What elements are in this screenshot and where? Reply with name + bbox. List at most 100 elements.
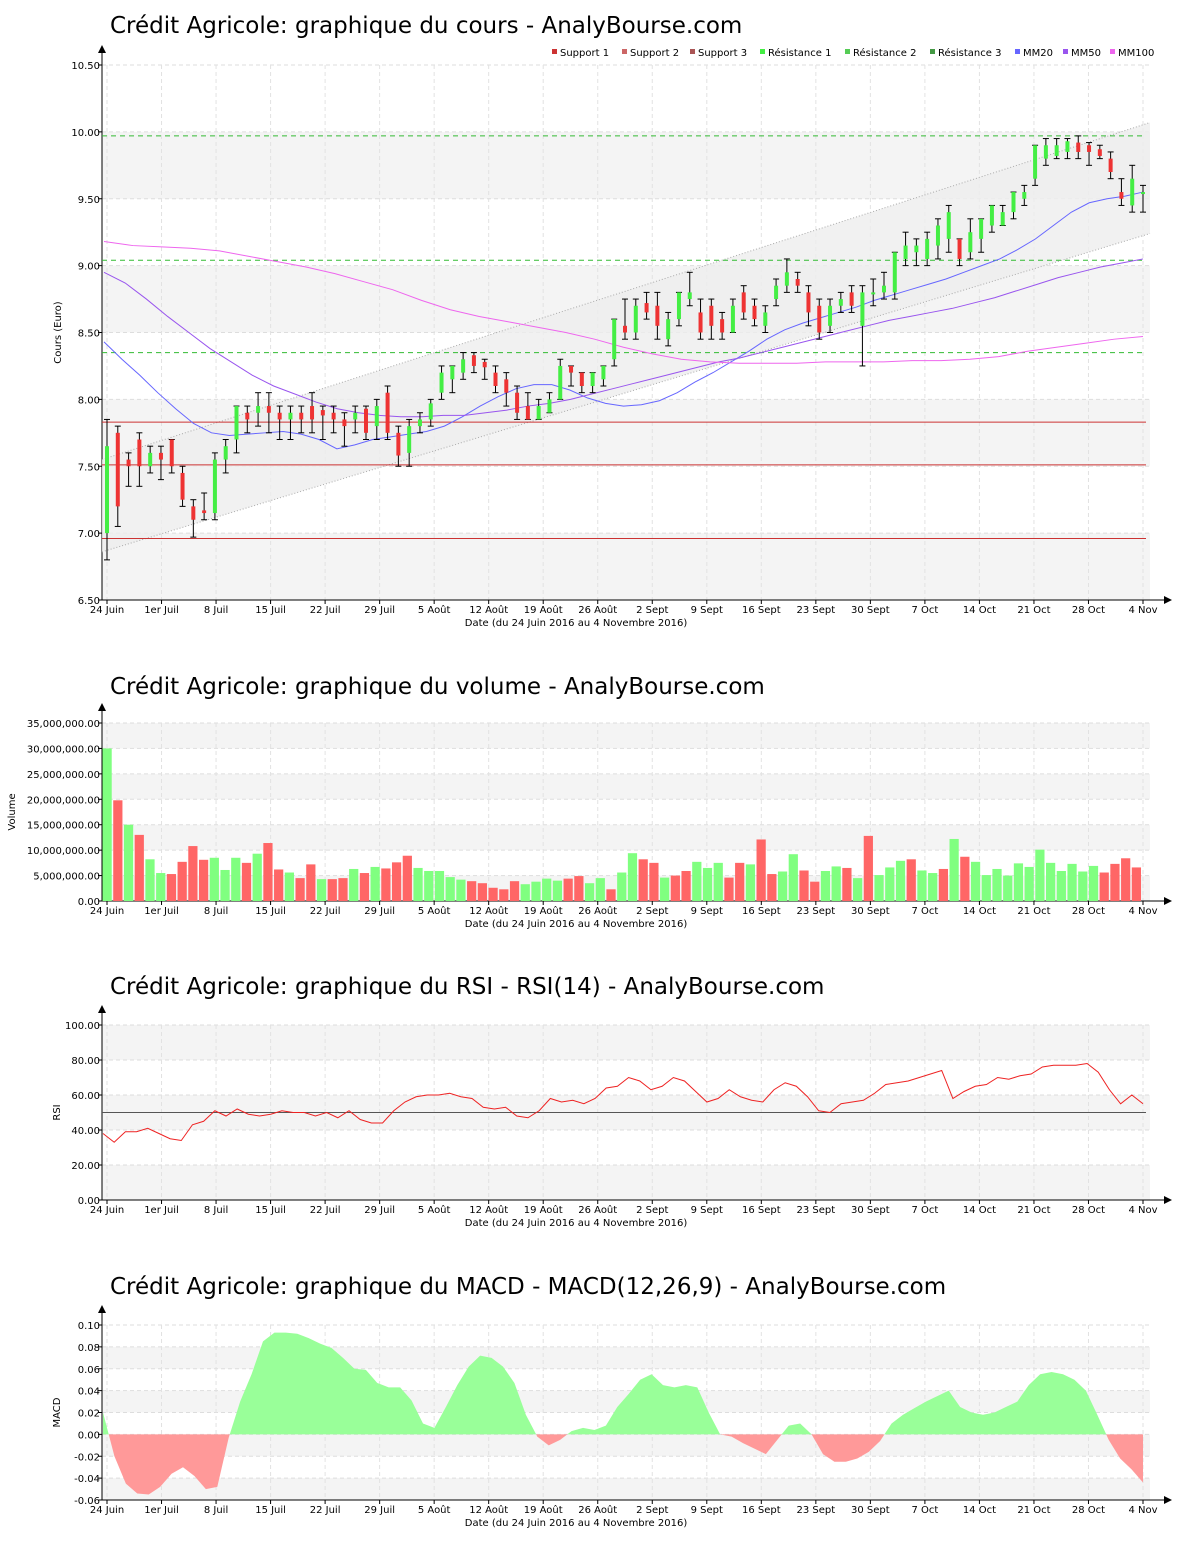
legend-swatch (1015, 49, 1020, 54)
y-axis-label: Cours (Euro) (53, 301, 64, 364)
macd-area-negative (1106, 1434, 1143, 1483)
x-tick-label: 4 Nov (1128, 1205, 1157, 1216)
volume-bar (745, 864, 756, 901)
volume-bar (1131, 867, 1141, 901)
candle-body (137, 439, 142, 467)
volume-bar (520, 884, 530, 901)
candle-body (105, 446, 109, 534)
candle-body (417, 419, 422, 427)
volume-bar (938, 868, 949, 901)
x-tick-label: 26 Août (578, 905, 617, 917)
volume-bar (552, 880, 563, 901)
x-tick-label: 7 Oct (911, 1505, 938, 1516)
x-tick-label: 23 Sept (797, 605, 836, 616)
volume-bar (102, 748, 112, 901)
y-tick-label: 0.06 (78, 1365, 100, 1376)
grid-band (102, 1478, 1150, 1500)
candle-body (202, 510, 207, 514)
candle-body (892, 252, 897, 293)
y-tick-label: 0.02 (78, 1409, 100, 1420)
volume-bar (1110, 863, 1120, 901)
volume-bar (970, 861, 981, 901)
candle-body (288, 412, 293, 420)
rsi-line (102, 1062, 1144, 1143)
x-tick-label: 9 Sept (691, 1205, 723, 1216)
x-tick-label: 7 Oct (911, 1205, 938, 1216)
volume-bar (692, 861, 702, 901)
candle-body (871, 292, 876, 295)
x-tick-label: 14 Oct (963, 1505, 996, 1516)
volume-bar (177, 861, 187, 901)
legend-entry: Support 2 (630, 48, 679, 59)
x-tick-label: 14 Oct (963, 1205, 996, 1216)
volume-bar (338, 878, 348, 901)
x-tick-label: 23 Sept (797, 1505, 836, 1516)
x-tick-label: 2 Sept (636, 605, 668, 616)
x-tick-label: 5 Août (418, 1504, 451, 1516)
candle-body (730, 305, 735, 333)
volume-bar (767, 874, 777, 901)
y-tick-label: 0.00 (78, 897, 100, 908)
x-tick-label: 15 Juil (255, 1205, 286, 1216)
candle-body (882, 285, 886, 293)
candle-body (493, 372, 498, 386)
volume-bar (220, 869, 230, 901)
x-tick-label: 22 Juil (310, 1505, 341, 1516)
series-mm20 (103, 191, 1144, 450)
y-tick-label: 0.04 (78, 1387, 100, 1398)
x-tick-label: 15 Juil (255, 605, 286, 616)
volume-bar (874, 875, 884, 901)
legend-swatch (552, 49, 557, 54)
y-tick-label: 10.00 (71, 128, 100, 139)
candle-body (957, 238, 962, 259)
y-tick-label: 35,000,000.00 (27, 719, 100, 730)
candle-body (169, 439, 174, 467)
series-mm50 (103, 258, 1144, 418)
x-tick-label: 14 Oct (963, 906, 996, 917)
x-tick-label: 29 Juil (364, 605, 395, 616)
y-tick-label: 0.08 (78, 1343, 100, 1354)
candle-body (1130, 178, 1135, 206)
y-tick-label: 20.00 (71, 1161, 100, 1172)
candle-body (1087, 145, 1092, 152)
candle-body (806, 292, 811, 313)
volume-bar (1099, 872, 1109, 901)
volume-bar (885, 867, 895, 901)
volume-bar (134, 834, 144, 901)
volume-bar (402, 855, 412, 901)
candle-body (1119, 192, 1124, 199)
legend-entry: Résistance 3 (938, 47, 1001, 59)
x-axis-label: Date (du 24 Juin 2016 au 4 Novembre 2016… (465, 919, 688, 930)
legend-swatch (1063, 49, 1068, 54)
grid-band (102, 1165, 1150, 1200)
candle-body (439, 372, 444, 393)
x-tick-label: 9 Sept (691, 1505, 723, 1516)
candle-body (180, 472, 185, 500)
y-axis-arrow (98, 703, 106, 711)
x-tick-label: 28 Oct (1072, 1505, 1105, 1516)
candle-body (385, 392, 390, 433)
candle-body (212, 459, 217, 514)
volume-bar (595, 878, 605, 901)
volume-bar (156, 873, 166, 901)
volume-bar (735, 862, 745, 901)
x-tick-label: 24 Juin (90, 1205, 124, 1216)
chart-title: Crédit Agricole: graphique du RSI - RSI(… (110, 974, 824, 1000)
volume-bar (1088, 865, 1099, 901)
x-tick-label: 30 Sept (851, 906, 890, 917)
candle-body (256, 406, 261, 413)
y-tick-label: 8.50 (78, 329, 100, 340)
x-tick-label: 12 Août (469, 1504, 508, 1516)
y-tick-label: 7.00 (78, 529, 100, 540)
x-tick-label: 16 Sept (742, 1205, 781, 1216)
volume-bar (145, 859, 155, 901)
volume-bar (445, 877, 455, 901)
volume-bar (434, 870, 445, 901)
volume-bar (724, 877, 734, 901)
y-tick-label: 100.00 (65, 1021, 100, 1032)
volume-bar (467, 881, 477, 901)
x-tick-label: 4 Nov (1128, 1505, 1157, 1516)
candle-body (784, 272, 789, 286)
volume-bar (810, 881, 820, 901)
volume-bar (584, 883, 595, 901)
